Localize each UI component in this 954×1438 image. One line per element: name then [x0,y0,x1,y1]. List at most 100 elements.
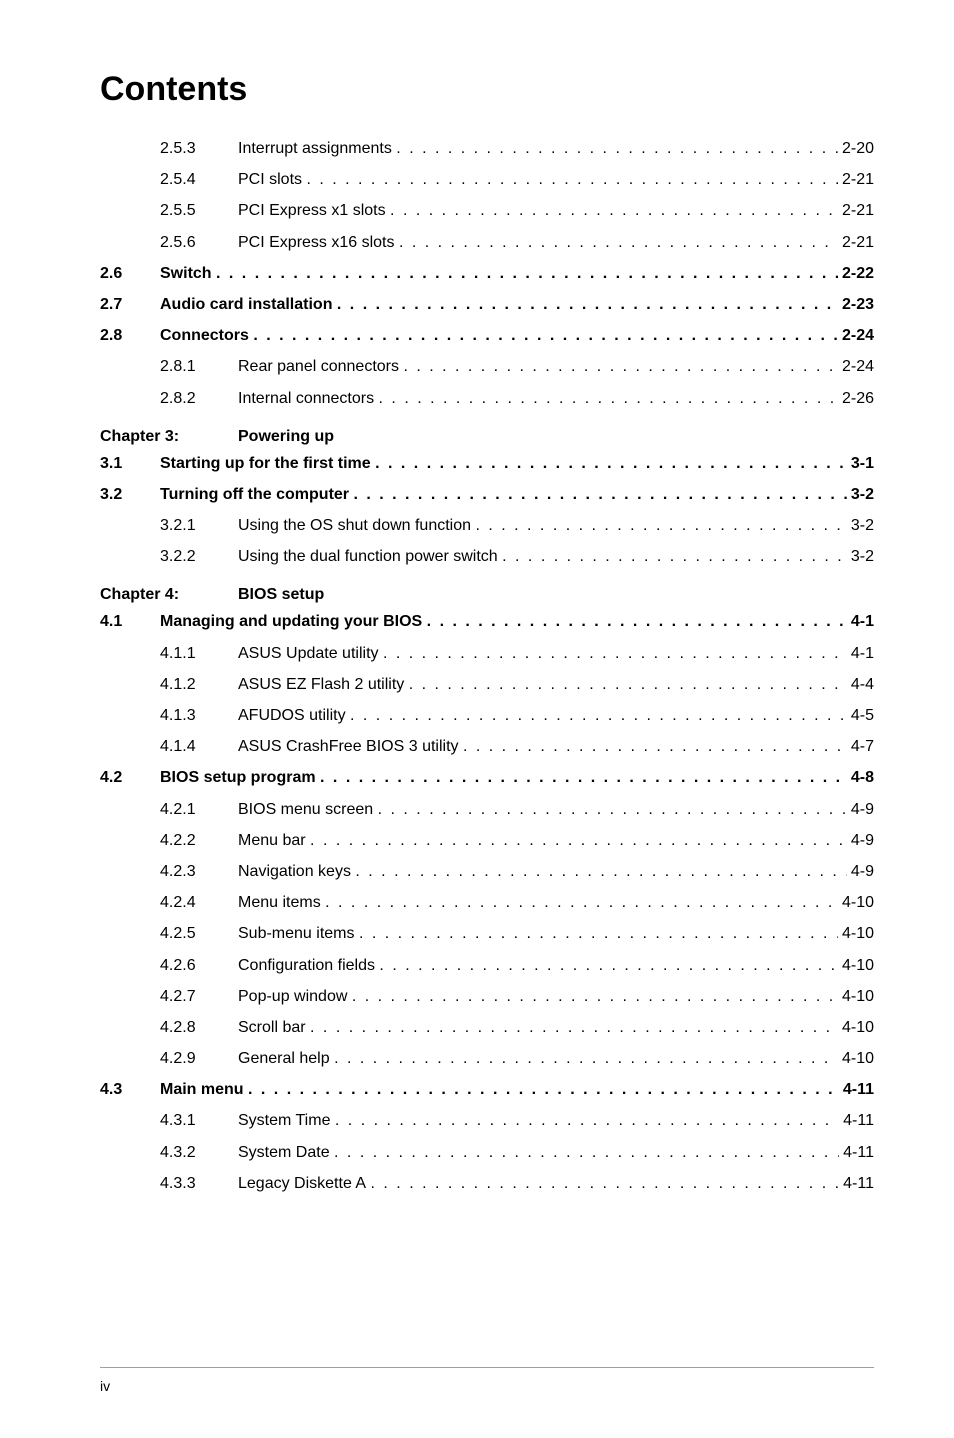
toc-subsection: 4.3.3Legacy Diskette A . . . . . . . . .… [100,1168,874,1199]
toc-sub-number: 4.2.6 [160,950,238,981]
toc-sub-number: 4.1.3 [160,700,238,731]
toc-page: 4-5 [847,700,874,731]
toc-sub-label: ASUS EZ Flash 2 utility [238,669,409,700]
toc-sub-number: 4.1.2 [160,669,238,700]
toc-leader: . . . . . . . . . . . . . . . . . . . . … [248,1074,839,1105]
toc-section-number: 3.1 [100,448,160,479]
toc-leader: . . . . . . . . . . . . . . . . . . . . … [379,383,838,414]
toc-sub-number: 2.5.3 [160,133,238,164]
toc-sub-number: 2.5.5 [160,195,238,226]
toc-subsection: 2.5.4PCI slots . . . . . . . . . . . . .… [100,164,874,195]
page-title: Contents [100,70,874,109]
toc-page: 4-11 [839,1137,874,1168]
toc-leader: . . . . . . . . . . . . . . . . . . . . … [359,918,838,949]
toc-section-label: Main menu [160,1074,248,1105]
toc-leader: . . . . . . . . . . . . . . . . . . . . … [310,1012,838,1043]
toc-sub-label: Rear panel connectors [238,351,403,382]
toc-section-label: BIOS setup program [160,762,320,793]
toc-page: 4-10 [838,1043,874,1074]
table-of-contents: 2.5.3Interrupt assignments . . . . . . .… [100,133,874,1199]
toc-page: 4-10 [838,1012,874,1043]
toc-leader: . . . . . . . . . . . . . . . . . . . . … [396,133,838,164]
toc-sub-number: 3.2.2 [160,541,238,572]
toc-sub-label: Navigation keys [238,856,355,887]
toc-leader: . . . . . . . . . . . . . . . . . . . . … [310,825,847,856]
toc-sub-number: 4.2.5 [160,918,238,949]
toc-page: 2-24 [838,351,874,382]
toc-subsection: 3.2.2Using the dual function power switc… [100,541,874,572]
toc-page: 2-26 [838,383,874,414]
toc-page: 4-10 [838,887,874,918]
toc-section-number: 4.2 [100,762,160,793]
toc-leader: . . . . . . . . . . . . . . . . . . . . … [355,856,846,887]
toc-leader: . . . . . . . . . . . . . . . . . . . . … [352,981,838,1012]
toc-section-label: Turning off the computer [160,479,353,510]
toc-page: 3-1 [847,448,874,479]
toc-page: 4-10 [838,950,874,981]
toc-subsection: 4.3.2System Date . . . . . . . . . . . .… [100,1137,874,1168]
toc-sub-label: General help [238,1043,334,1074]
toc-sub-number: 4.3.3 [160,1168,238,1199]
toc-subsection: 4.1.3AFUDOS utility . . . . . . . . . . … [100,700,874,731]
toc-subsection: 4.2.2Menu bar . . . . . . . . . . . . . … [100,825,874,856]
toc-subsection: 4.3.1System Time . . . . . . . . . . . .… [100,1105,874,1136]
toc-section-number: 2.6 [100,258,160,289]
toc-sub-label: System Date [238,1137,334,1168]
toc-page: 2-21 [838,195,874,226]
toc-page: 3-2 [847,541,874,572]
toc-sub-label: ASUS CrashFree BIOS 3 utility [238,731,463,762]
toc-sub-number: 2.8.1 [160,351,238,382]
toc-page: 4-11 [839,1168,874,1199]
toc-sub-number: 4.1.1 [160,638,238,669]
toc-subsection: 2.8.1Rear panel connectors . . . . . . .… [100,351,874,382]
toc-section: 4.1Managing and updating your BIOS . . .… [100,606,874,637]
toc-leader: . . . . . . . . . . . . . . . . . . . . … [383,638,847,669]
toc-leader: . . . . . . . . . . . . . . . . . . . . … [334,1043,838,1074]
toc-page: 4-10 [838,918,874,949]
toc-sub-number: 2.5.4 [160,164,238,195]
toc-section: 2.6Switch . . . . . . . . . . . . . . . … [100,258,874,289]
toc-sub-number: 4.1.4 [160,731,238,762]
toc-leader: . . . . . . . . . . . . . . . . . . . . … [390,195,838,226]
toc-sub-label: Using the OS shut down function [238,510,475,541]
toc-subsection: 3.2.1Using the OS shut down function . .… [100,510,874,541]
toc-chapter-title: Powering up [238,428,334,446]
toc-section: 4.2BIOS setup program . . . . . . . . . … [100,762,874,793]
toc-section: 2.7Audio card installation . . . . . . .… [100,289,874,320]
toc-leader: . . . . . . . . . . . . . . . . . . . . … [403,351,838,382]
toc-page: 4-9 [847,825,874,856]
toc-section-number: 4.1 [100,606,160,637]
toc-leader: . . . . . . . . . . . . . . . . . . . . … [216,258,838,289]
toc-page: 2-23 [838,289,874,320]
toc-page: 4-11 [839,1105,874,1136]
toc-leader: . . . . . . . . . . . . . . . . . . . . … [320,762,847,793]
toc-leader: . . . . . . . . . . . . . . . . . . . . … [335,1105,839,1136]
toc-section-number: 4.3 [100,1074,160,1105]
toc-sub-label: System Time [238,1105,335,1136]
toc-sub-label: ASUS Update utility [238,638,383,669]
toc-sub-number: 4.2.4 [160,887,238,918]
toc-section-label: Switch [160,258,216,289]
toc-chapter-title: BIOS setup [238,586,324,604]
toc-page: 2-21 [838,164,874,195]
toc-subsection: 2.5.5PCI Express x1 slots . . . . . . . … [100,195,874,226]
toc-section: 2.8Connectors . . . . . . . . . . . . . … [100,320,874,351]
toc-sub-label: Menu items [238,887,325,918]
toc-subsection: 4.2.6Configuration fields . . . . . . . … [100,950,874,981]
toc-subsection: 4.2.9General help . . . . . . . . . . . … [100,1043,874,1074]
toc-page: 2-21 [838,227,874,258]
toc-page: 4-7 [847,731,874,762]
toc-section-label: Audio card installation [160,289,337,320]
toc-sub-number: 4.2.7 [160,981,238,1012]
toc-sub-label: Menu bar [238,825,310,856]
toc-page: 4-9 [847,856,874,887]
toc-sub-label: PCI slots [238,164,306,195]
toc-subsection: 4.1.4ASUS CrashFree BIOS 3 utility . . .… [100,731,874,762]
toc-leader: . . . . . . . . . . . . . . . . . . . . … [399,227,838,258]
toc-subsection: 4.2.5Sub-menu items . . . . . . . . . . … [100,918,874,949]
toc-chapter: Chapter 3:Powering up [100,428,874,446]
toc-sub-label: AFUDOS utility [238,700,350,731]
toc-leader: . . . . . . . . . . . . . . . . . . . . … [334,1137,839,1168]
toc-sub-number: 4.3.2 [160,1137,238,1168]
toc-sub-label: Using the dual function power switch [238,541,502,572]
